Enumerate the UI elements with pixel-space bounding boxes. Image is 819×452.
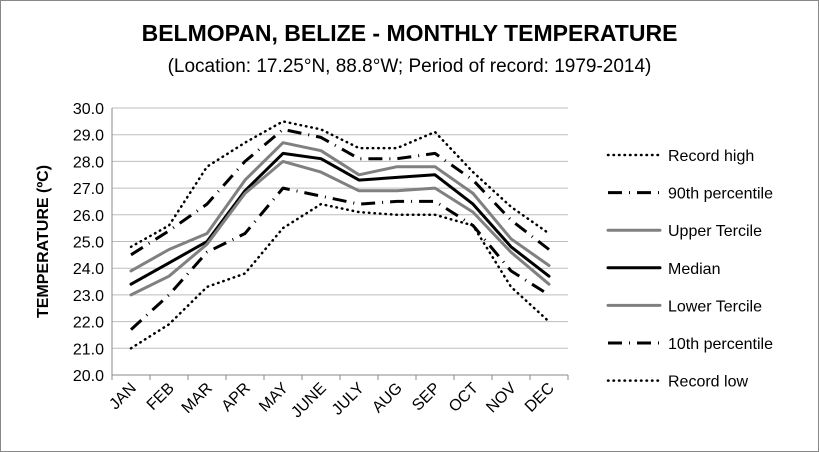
y-tick-label: 23.0	[73, 288, 104, 305]
y-tick-label: 29.0	[73, 128, 104, 145]
y-tick-label: 20.0	[73, 368, 104, 385]
series-line-4	[129, 151, 551, 286]
x-tick-label: MAR	[179, 380, 216, 417]
y-tick-label: 26.0	[73, 208, 104, 225]
legend-label: 10th percentile	[668, 336, 773, 353]
x-tick-label: JAN	[106, 380, 139, 413]
x-tick-label: NOV	[483, 380, 520, 417]
y-tick-label: 22.0	[73, 315, 104, 332]
x-tick-label: SEP	[409, 380, 444, 415]
chart-title: BELMOPAN, BELIZE - MONTHLY TEMPERATURE	[141, 20, 678, 46]
legend-label: Upper Tercile	[668, 223, 762, 240]
x-tick-label: MAY	[256, 380, 292, 416]
series-line-3	[129, 141, 551, 273]
series-line-2	[130, 127, 550, 257]
legend-label: 90th percentile	[668, 186, 773, 203]
x-tick-label: JULY	[329, 380, 368, 419]
legend-label: Record high	[668, 148, 754, 165]
y-tick-label: 28.0	[73, 154, 104, 171]
x-tick-label: FEB	[144, 380, 178, 414]
legend-label: Lower Tercile	[668, 298, 762, 315]
x-tick-label: APR	[219, 380, 254, 415]
x-tick-label: JUNE	[288, 380, 330, 422]
y-tick-label: 21.0	[73, 341, 104, 358]
series-line-5	[129, 159, 551, 297]
chart-subtitle: (Location: 17.25°N, 88.8°W; Period of re…	[167, 56, 652, 77]
y-tick-label: 25.0	[73, 235, 104, 252]
y-axis-label: TEMPERATURE (ºC)	[35, 165, 52, 318]
series-line-6	[129, 186, 550, 331]
legend-label: Median	[668, 261, 720, 278]
y-tick-label: 30.0	[73, 101, 104, 118]
y-tick-label: 24.0	[73, 261, 104, 278]
series-line-7	[129, 202, 551, 350]
y-tick-label: 27.0	[73, 181, 104, 198]
x-tick-label: OCT	[446, 380, 482, 416]
x-tick-label: AUG	[369, 380, 406, 417]
legend-label: Record low	[668, 374, 748, 391]
x-tick-label: DEC	[522, 380, 558, 416]
